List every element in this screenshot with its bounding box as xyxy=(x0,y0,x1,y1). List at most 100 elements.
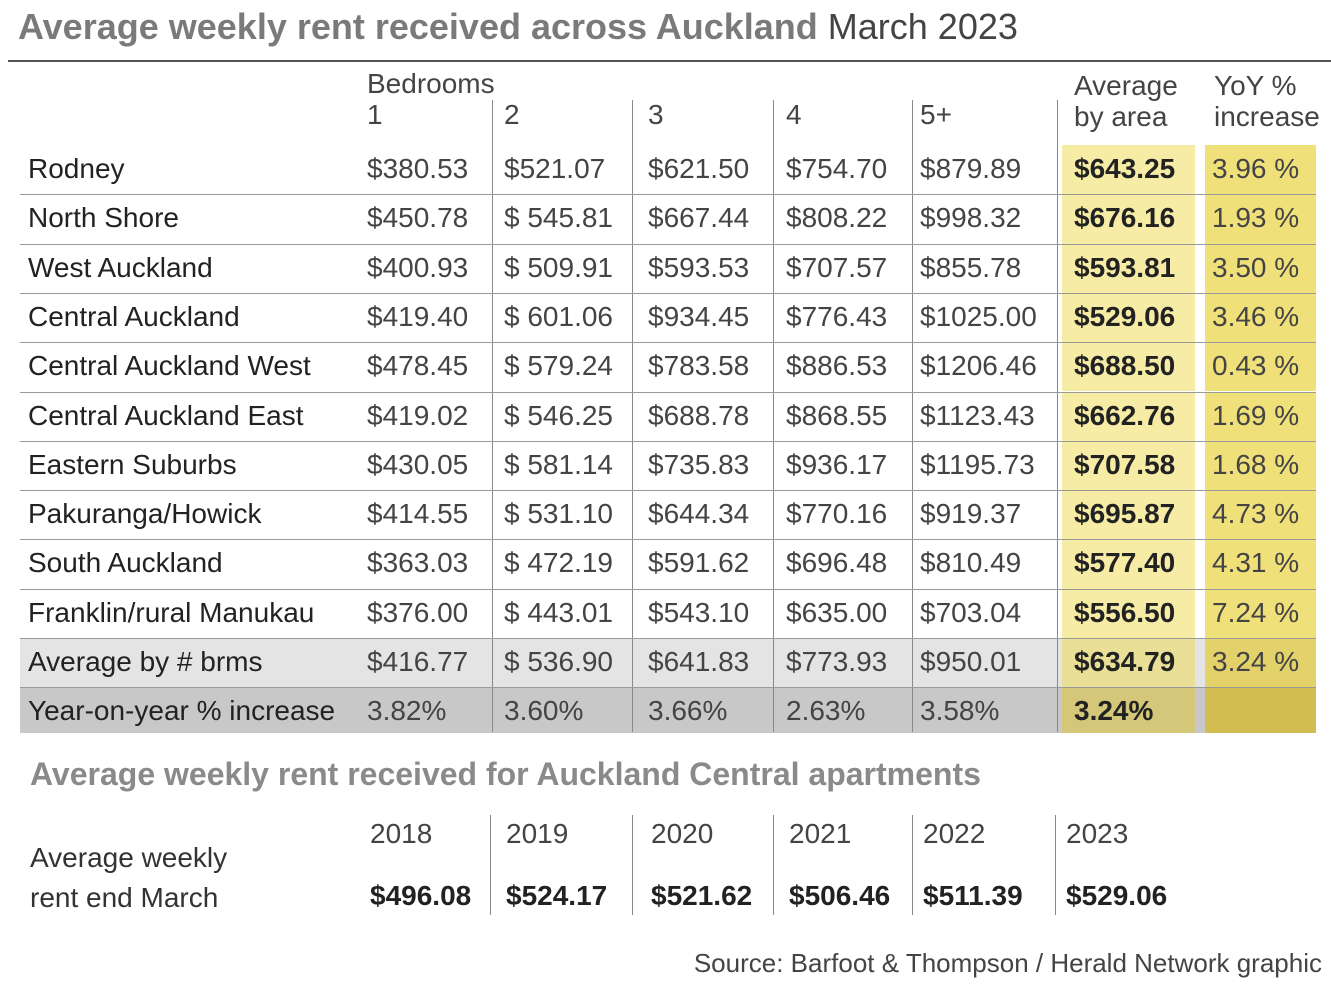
central-value: $506.46 xyxy=(789,880,891,911)
yoy-cell: 3.24 % xyxy=(1212,646,1300,677)
central-value: $496.08 xyxy=(370,880,472,911)
cell: $936.17 xyxy=(786,448,888,480)
row-name: South Auckland xyxy=(28,547,223,579)
yoy-cell: 1.93 % xyxy=(1212,202,1300,234)
cell: $735.83 xyxy=(648,448,750,480)
yoy-cell: 3.46 % xyxy=(1212,300,1300,332)
cell: $543.10 xyxy=(648,596,750,628)
average-cell: $643.25 xyxy=(1074,153,1176,184)
cell: $ 472.19 xyxy=(504,547,613,579)
average-column-bg xyxy=(1062,490,1195,540)
title-rule xyxy=(8,60,1331,62)
cell: $ 531.10 xyxy=(504,498,613,530)
row-rule xyxy=(20,292,1316,294)
cell: $783.58 xyxy=(648,350,750,382)
cell: $950.01 xyxy=(920,646,1022,677)
cell: $ 546.25 xyxy=(504,399,613,431)
row-name: Central Auckland East xyxy=(28,399,304,431)
cell: $667.44 xyxy=(648,202,750,234)
column-divider xyxy=(773,100,774,732)
cell: $879.89 xyxy=(920,153,1022,184)
average-column-bg xyxy=(1062,391,1195,441)
cell: $1123.43 xyxy=(920,399,1035,431)
cell: $754.70 xyxy=(786,153,888,184)
yoy-column-bg xyxy=(1205,588,1316,638)
cell: $703.04 xyxy=(920,596,1022,628)
title-bold: Average weekly rent received across Auck… xyxy=(18,6,818,47)
cell: $1195.73 xyxy=(920,448,1035,480)
central-label: Average weekly rent end March xyxy=(30,842,228,913)
yoy-cell: 7.24 % xyxy=(1212,596,1300,628)
column-divider xyxy=(773,815,774,915)
cell: $400.93 xyxy=(367,251,469,283)
year: 2019 xyxy=(506,818,569,849)
average-cell: $634.79 xyxy=(1074,646,1176,677)
yoy-cell: 4.73 % xyxy=(1212,498,1300,530)
cell: $ 545.81 xyxy=(504,202,613,234)
yoy-column-bg xyxy=(1205,292,1316,343)
year: 2020 xyxy=(651,818,714,849)
cell: $707.57 xyxy=(786,251,888,283)
average-column-bg xyxy=(1062,687,1195,734)
average-cell: $593.81 xyxy=(1074,251,1176,283)
column-divider xyxy=(632,815,633,915)
average-cell: 3.24% xyxy=(1074,695,1154,727)
cell: 3.66% xyxy=(648,695,728,727)
yoy-column-bg xyxy=(1205,539,1316,589)
column-divider xyxy=(912,100,913,732)
cell: $770.16 xyxy=(786,498,888,530)
column-header: 5+ xyxy=(920,99,952,130)
row-name: Average by # brms xyxy=(28,646,263,677)
cell: $855.78 xyxy=(920,251,1022,283)
cell: $ 536.90 xyxy=(504,646,613,677)
average-column-bg xyxy=(1062,342,1195,392)
row-rule xyxy=(20,638,1316,639)
average-header: Average by area xyxy=(1074,70,1178,132)
central-value: $524.17 xyxy=(506,880,608,911)
yoy-column-bg xyxy=(1205,440,1316,491)
cell: $376.00 xyxy=(367,596,469,628)
yoy-cell: 0.43 % xyxy=(1212,350,1300,382)
row-rule xyxy=(20,440,1316,442)
yoy-cell: 1.68 % xyxy=(1212,448,1300,480)
cell: 3.82% xyxy=(367,695,447,727)
average-cell: $688.50 xyxy=(1074,350,1176,382)
year: 2022 xyxy=(923,818,986,849)
average-column-bg xyxy=(1062,440,1195,491)
cell: $1206.46 xyxy=(920,350,1037,382)
row-name: North Shore xyxy=(28,202,179,234)
source: Source: Barfoot & Thompson / Herald Netw… xyxy=(693,948,1322,978)
cell: $621.50 xyxy=(648,153,750,184)
column-divider xyxy=(632,100,633,732)
cell: $478.45 xyxy=(367,350,469,382)
central-value: $511.39 xyxy=(923,880,1023,911)
year: 2023 xyxy=(1066,818,1129,849)
row-name: Central Auckland West xyxy=(28,350,311,382)
cell: $521.07 xyxy=(504,153,606,184)
cell: $1025.00 xyxy=(920,300,1037,332)
row-rule xyxy=(20,391,1316,393)
column-header: 4 xyxy=(786,99,802,130)
average-column-bg xyxy=(1062,588,1195,638)
yoy-column-bg xyxy=(1205,243,1316,293)
row-rule xyxy=(20,588,1316,590)
cell: $591.62 xyxy=(648,547,750,579)
column-divider xyxy=(912,815,913,915)
cell: $414.55 xyxy=(367,498,469,530)
cell: $919.37 xyxy=(920,498,1022,530)
column-header: 3 xyxy=(648,99,664,130)
average-cell: $676.16 xyxy=(1074,202,1176,234)
column-divider xyxy=(490,815,491,915)
central-value: $521.62 xyxy=(651,880,753,911)
column-divider xyxy=(1055,815,1056,915)
yoy-cell: 1.69 % xyxy=(1212,399,1300,431)
cell: $868.55 xyxy=(786,399,888,431)
row-name: West Auckland xyxy=(28,251,213,283)
title-date: March 2023 xyxy=(827,6,1018,47)
average-cell: $577.40 xyxy=(1074,547,1176,579)
cell: $593.53 xyxy=(648,251,750,283)
cell: $ 581.14 xyxy=(504,448,613,480)
cell: $810.49 xyxy=(920,547,1022,579)
cell: 3.60% xyxy=(504,695,584,727)
cell: $641.83 xyxy=(648,646,750,677)
